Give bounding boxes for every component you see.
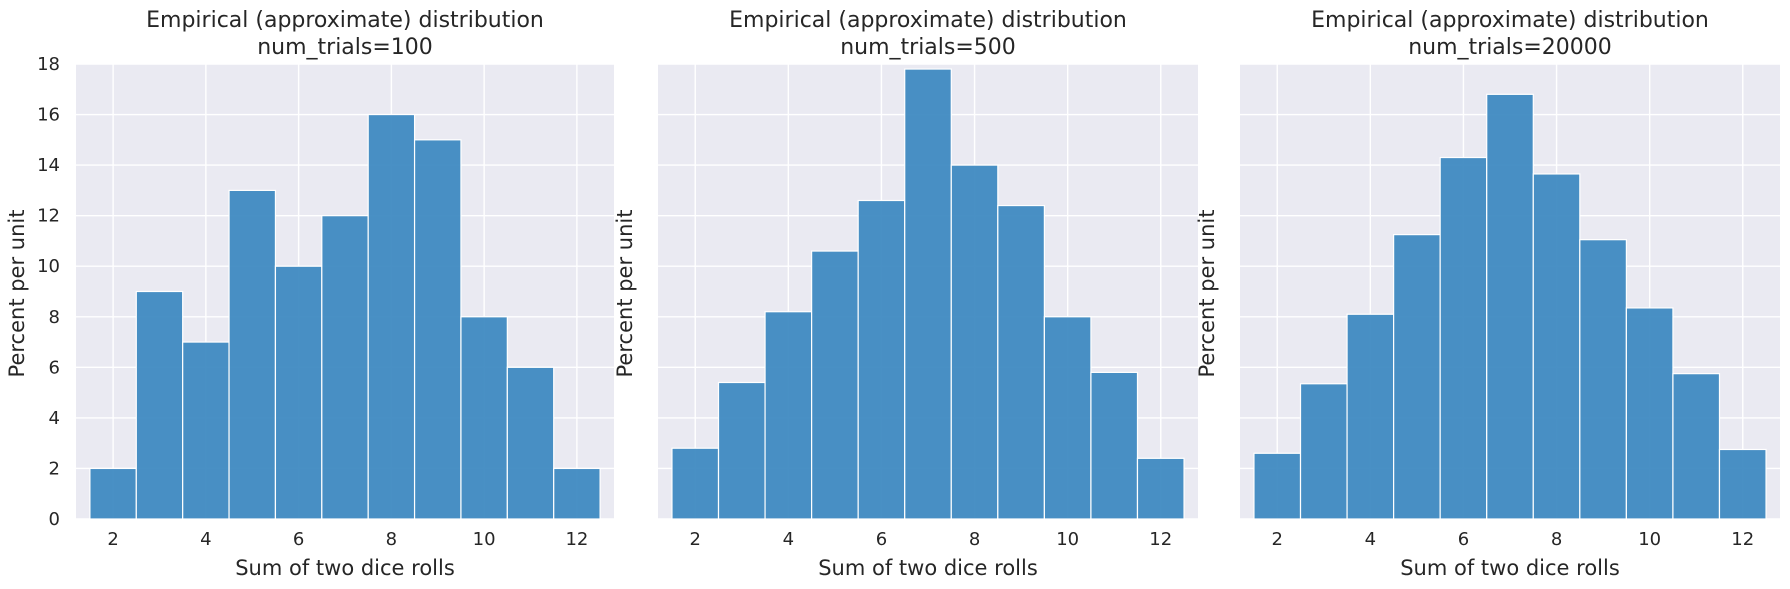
- chart-title: Empirical (approximate) distribution: [729, 8, 1127, 33]
- bar: [1136, 457, 1185, 520]
- bar: [89, 467, 137, 520]
- y-tick-label: 0: [49, 509, 60, 530]
- bar: [1486, 93, 1534, 520]
- bar: [367, 113, 416, 520]
- chart-title: Empirical (approximate) distribution: [1311, 8, 1709, 33]
- x-tick-label: 10: [1638, 529, 1661, 550]
- bar: [1579, 239, 1627, 520]
- bar: [811, 250, 859, 520]
- bar: [1532, 173, 1581, 520]
- bar: [764, 311, 813, 520]
- chart-subtitle: num_trials=500: [840, 35, 1016, 60]
- y-tick-label: 12: [37, 206, 60, 227]
- x-tick-label: 6: [1458, 529, 1469, 550]
- y-tick-label: 4: [49, 408, 60, 429]
- x-axis-label: Sum of two dice rolls: [818, 556, 1038, 580]
- y-tick-label: 10: [37, 256, 60, 277]
- bar: [1393, 234, 1441, 520]
- x-tick-label: 12: [1731, 529, 1754, 550]
- y-tick-label: 14: [37, 155, 60, 176]
- bar: [1718, 448, 1767, 520]
- x-tick-label: 4: [200, 529, 211, 550]
- x-tick-label: 12: [1149, 529, 1172, 550]
- x-tick-label: 6: [293, 529, 304, 550]
- y-axis-label: Percent per unit: [1195, 210, 1219, 378]
- bar: [904, 68, 952, 520]
- x-tick-label: 10: [473, 529, 496, 550]
- y-tick-label: 18: [37, 54, 60, 75]
- x-tick-label: 4: [1365, 529, 1376, 550]
- bar: [228, 189, 277, 520]
- x-tick-label: 2: [1272, 529, 1283, 550]
- x-axis-label: Sum of two dice rolls: [1400, 556, 1620, 580]
- chart-panel-3: 2 4 6 8 10 12 Empirical (approximate) distribu…: [1195, 8, 1780, 580]
- bar: [274, 265, 323, 520]
- y-tick-label: 16: [37, 105, 60, 126]
- bar: [553, 467, 601, 520]
- bar: [1090, 371, 1139, 520]
- bar: [1625, 307, 1674, 520]
- x-tick-label: 8: [386, 529, 397, 550]
- bar: [997, 204, 1045, 520]
- bar: [1672, 373, 1721, 520]
- x-tick-label: 8: [1551, 529, 1562, 550]
- x-axis-label: Sum of two dice rolls: [235, 556, 455, 580]
- bar: [135, 290, 184, 520]
- bar: [321, 215, 369, 520]
- x-tick-label: 12: [565, 529, 588, 550]
- bar: [717, 381, 766, 520]
- bar: [460, 316, 508, 520]
- bar: [857, 199, 906, 520]
- x-tick-label: 2: [690, 529, 701, 550]
- bar: [671, 447, 720, 520]
- chart-panel-1: 2 4 6 8 10 12 0 2 4 6 8 10 12 14 16 18 Empirical (approx…: [5, 8, 614, 580]
- y-tick-label: 2: [49, 458, 60, 479]
- bar: [1043, 316, 1092, 520]
- bar: [506, 366, 555, 520]
- bar: [413, 139, 462, 520]
- y-tick-label: 6: [49, 357, 60, 378]
- chart-panel-2: 2 4 6 8 10 12 Empirical (approximate) distribu…: [613, 8, 1198, 580]
- x-tick-label: 2: [107, 529, 118, 550]
- x-tick-label: 8: [969, 529, 980, 550]
- bar: [1439, 156, 1488, 520]
- y-axis-label: Percent per unit: [613, 210, 637, 378]
- chart-title: Empirical (approximate) distribution: [146, 8, 544, 33]
- x-tick-label: 10: [1056, 529, 1079, 550]
- x-tick-label: 4: [783, 529, 794, 550]
- bar: [1299, 383, 1348, 520]
- chart-subtitle: num_trials=20000: [1408, 35, 1612, 60]
- y-tick-label: 8: [49, 307, 60, 328]
- y-axis-label: Percent per unit: [5, 210, 29, 378]
- chart-subtitle: num_trials=100: [257, 35, 433, 60]
- bar: [1253, 452, 1302, 520]
- x-tick-label: 6: [876, 529, 887, 550]
- bar: [950, 164, 999, 520]
- bar: [182, 341, 230, 520]
- bar: [1346, 313, 1395, 520]
